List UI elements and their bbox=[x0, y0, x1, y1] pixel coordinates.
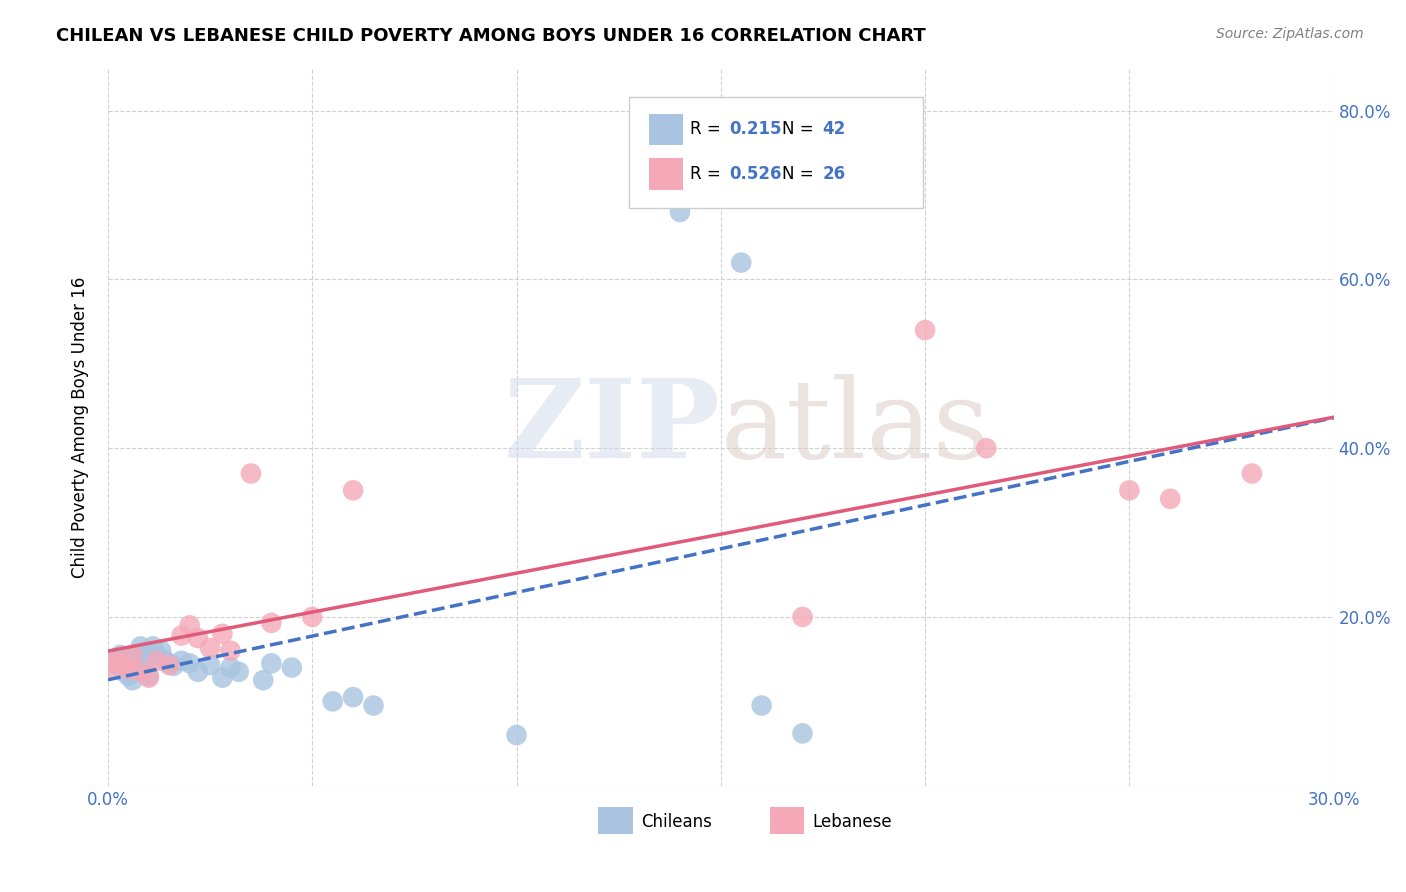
Point bbox=[914, 323, 936, 337]
Point bbox=[228, 665, 250, 679]
Point bbox=[117, 654, 139, 668]
Point bbox=[363, 698, 385, 713]
Point bbox=[505, 728, 527, 742]
Text: N =: N = bbox=[782, 165, 818, 183]
Point bbox=[112, 658, 135, 673]
Point bbox=[211, 627, 233, 641]
Point bbox=[1118, 483, 1140, 498]
Y-axis label: Child Poverty Among Boys Under 16: Child Poverty Among Boys Under 16 bbox=[72, 277, 89, 578]
Point bbox=[105, 652, 128, 666]
Point bbox=[211, 671, 233, 685]
FancyBboxPatch shape bbox=[770, 807, 804, 834]
Point bbox=[976, 441, 998, 455]
Point bbox=[121, 657, 143, 671]
Point bbox=[138, 645, 160, 659]
Point bbox=[187, 631, 209, 645]
Text: Chileans: Chileans bbox=[641, 813, 711, 830]
Point bbox=[110, 648, 132, 662]
Point bbox=[125, 648, 148, 662]
Point bbox=[121, 673, 143, 688]
Point bbox=[792, 726, 814, 740]
Point bbox=[129, 665, 152, 679]
Point bbox=[129, 640, 152, 654]
Point bbox=[162, 659, 184, 673]
Point bbox=[112, 658, 135, 673]
Point bbox=[157, 657, 180, 671]
Point bbox=[170, 654, 193, 668]
Point bbox=[138, 671, 160, 685]
Point bbox=[669, 205, 692, 219]
Point bbox=[142, 640, 165, 654]
Point bbox=[219, 643, 242, 657]
Point bbox=[751, 698, 773, 713]
Point bbox=[1159, 491, 1181, 506]
FancyBboxPatch shape bbox=[648, 158, 683, 190]
Point bbox=[179, 618, 201, 632]
Point bbox=[134, 657, 156, 671]
Text: CHILEAN VS LEBANESE CHILD POVERTY AMONG BOYS UNDER 16 CORRELATION CHART: CHILEAN VS LEBANESE CHILD POVERTY AMONG … bbox=[56, 27, 927, 45]
Point bbox=[792, 610, 814, 624]
Text: Source: ZipAtlas.com: Source: ZipAtlas.com bbox=[1216, 27, 1364, 41]
Text: 26: 26 bbox=[823, 165, 845, 183]
Point bbox=[252, 673, 274, 688]
Point bbox=[146, 654, 169, 668]
Point bbox=[198, 641, 221, 656]
Point bbox=[322, 694, 344, 708]
Point bbox=[146, 648, 169, 662]
FancyBboxPatch shape bbox=[628, 97, 924, 209]
Point bbox=[219, 660, 242, 674]
Point bbox=[281, 660, 304, 674]
Point bbox=[150, 643, 173, 657]
Point bbox=[157, 658, 180, 673]
FancyBboxPatch shape bbox=[598, 807, 633, 834]
Point bbox=[1240, 467, 1263, 481]
Point bbox=[179, 657, 201, 671]
Point bbox=[110, 657, 132, 671]
Point bbox=[105, 654, 128, 668]
Point bbox=[260, 657, 283, 671]
Point bbox=[101, 657, 124, 671]
Text: N =: N = bbox=[782, 120, 818, 138]
Point bbox=[121, 648, 143, 662]
Point bbox=[730, 255, 752, 269]
Point bbox=[138, 669, 160, 683]
Text: 0.215: 0.215 bbox=[730, 120, 782, 138]
Point bbox=[110, 660, 132, 674]
Point bbox=[342, 690, 364, 705]
Text: atlas: atlas bbox=[721, 374, 990, 481]
Point bbox=[170, 628, 193, 642]
Point bbox=[301, 610, 323, 624]
Text: R =: R = bbox=[690, 165, 725, 183]
Point bbox=[187, 665, 209, 679]
Point bbox=[153, 654, 176, 668]
Point bbox=[117, 662, 139, 676]
Point bbox=[198, 658, 221, 673]
Text: 0.526: 0.526 bbox=[730, 165, 782, 183]
Point bbox=[117, 669, 139, 683]
FancyBboxPatch shape bbox=[648, 113, 683, 145]
Text: ZIP: ZIP bbox=[505, 374, 721, 481]
Point bbox=[129, 665, 152, 679]
Point bbox=[112, 665, 135, 679]
Point bbox=[342, 483, 364, 498]
Point bbox=[125, 662, 148, 676]
Text: 42: 42 bbox=[823, 120, 846, 138]
Point bbox=[101, 660, 124, 674]
Point bbox=[105, 654, 128, 668]
Text: R =: R = bbox=[690, 120, 725, 138]
Text: Lebanese: Lebanese bbox=[813, 813, 893, 830]
Point bbox=[240, 467, 263, 481]
Point bbox=[260, 615, 283, 630]
